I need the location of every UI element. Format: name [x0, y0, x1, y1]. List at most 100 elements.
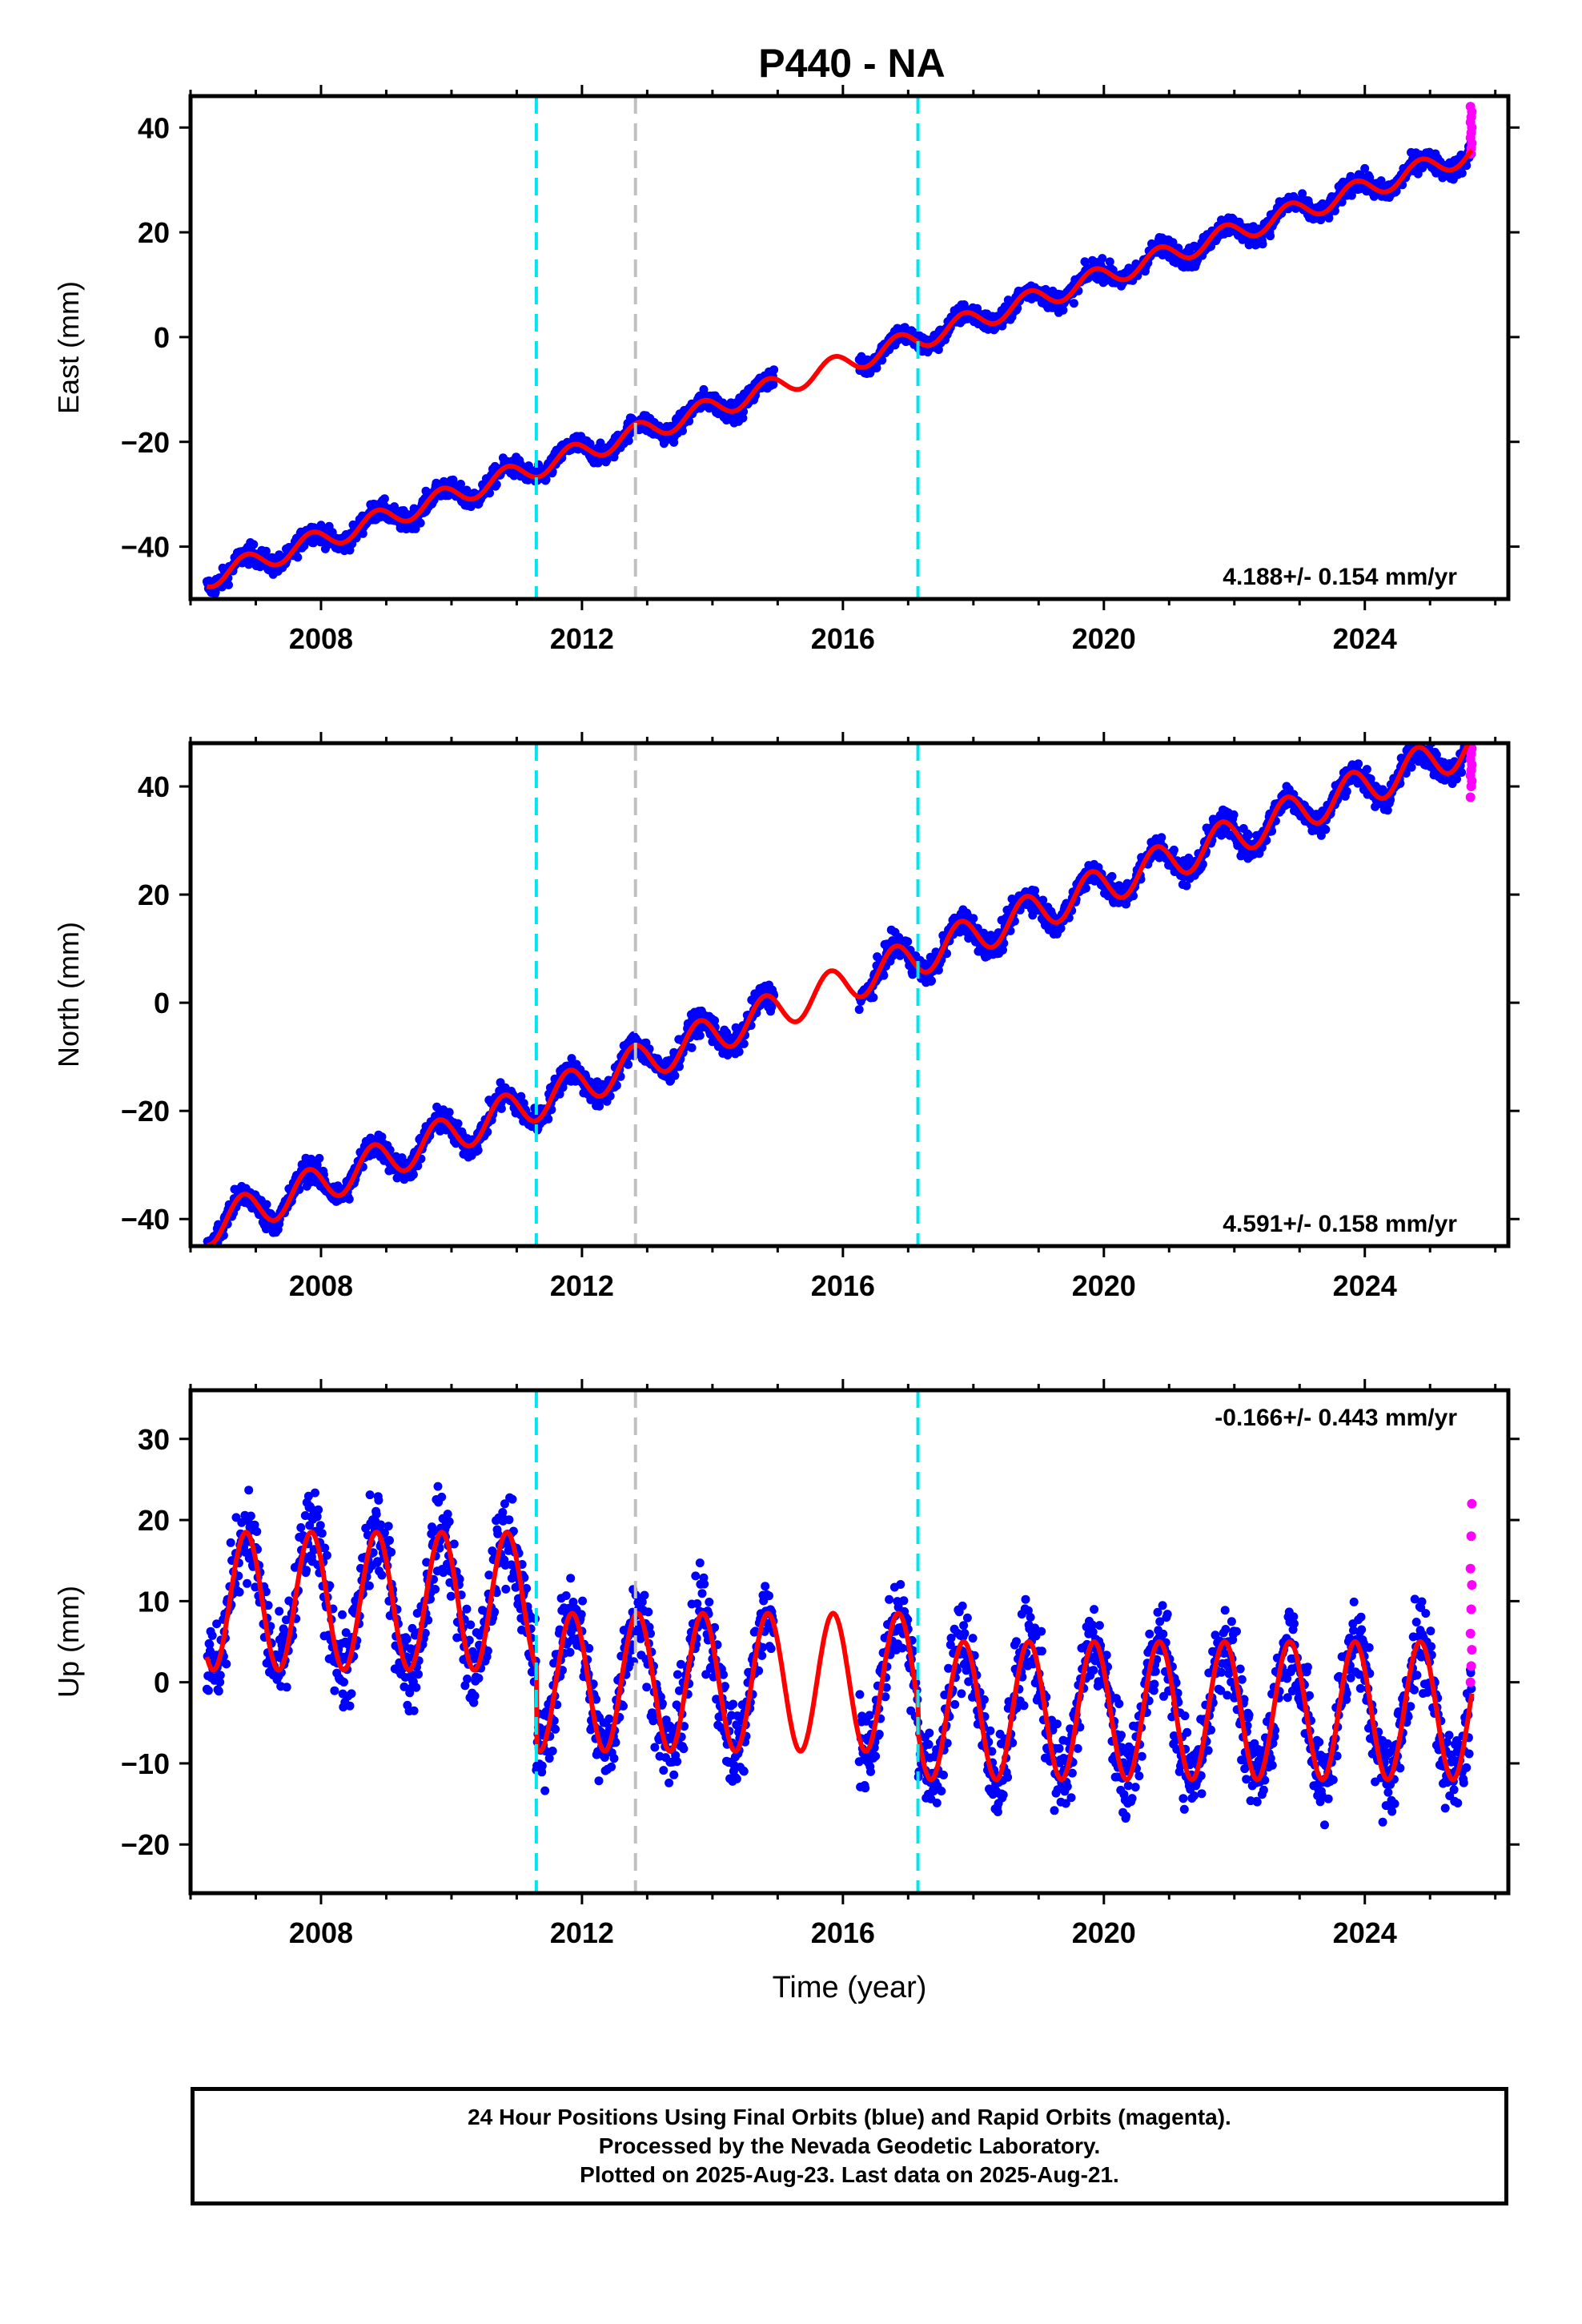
- up-data-layer: [202, 1482, 1477, 1830]
- north-final-orbit-point: [1354, 759, 1363, 769]
- up-final-orbit-point: [364, 1581, 374, 1590]
- east-final-orbit-point: [1266, 231, 1275, 241]
- up-final-orbit-point: [412, 1683, 421, 1692]
- north-final-orbit-point: [1229, 810, 1239, 819]
- up-final-orbit-point: [466, 1620, 476, 1630]
- up-final-orbit-point: [374, 1495, 383, 1505]
- up-final-orbit-point: [203, 1686, 213, 1695]
- north-final-orbit-point: [262, 1200, 271, 1209]
- north-final-orbit-point: [927, 976, 936, 986]
- east-y-tick-label: −40: [121, 531, 170, 564]
- north-y-tick-label: −40: [121, 1203, 170, 1236]
- up-final-orbit-point: [207, 1630, 217, 1640]
- up-final-orbit-point: [409, 1706, 419, 1715]
- east-y-tick-label: 20: [138, 216, 170, 249]
- east-final-orbit-point: [872, 364, 881, 372]
- east-y-tick-label: −20: [121, 426, 170, 459]
- north-final-orbit-point: [1362, 765, 1371, 774]
- north-final-orbit-point: [203, 1248, 212, 1256]
- up-final-orbit-point: [414, 1670, 423, 1679]
- up-final-orbit-point: [347, 1689, 356, 1699]
- north-y-tick-label: 0: [154, 987, 170, 1019]
- east-final-orbit-point: [456, 480, 465, 489]
- up-final-orbit-point: [376, 1520, 386, 1530]
- east-final-orbit-point: [211, 588, 220, 597]
- up-final-orbit-point: [214, 1687, 223, 1696]
- up-final-orbit-point: [446, 1591, 456, 1601]
- up-final-orbit-point: [377, 1570, 387, 1580]
- north-final-orbit-point: [204, 1249, 213, 1258]
- east-final-orbit-point: [224, 580, 233, 589]
- up-final-orbit-point: [431, 1585, 440, 1594]
- up-final-orbit-point: [215, 1671, 225, 1680]
- up-final-orbit-point: [243, 1578, 252, 1588]
- east-final-orbit-point: [1258, 239, 1267, 249]
- east-final-orbit-point: [769, 365, 779, 375]
- up-final-orbit-point: [463, 1675, 472, 1683]
- north-x-tick-label: 2020: [1072, 1269, 1136, 1302]
- up-final-orbit-point: [275, 1606, 284, 1616]
- north-data-layer: [203, 743, 1477, 1258]
- east-final-orbit-point: [448, 475, 458, 485]
- up-final-orbit-point: [315, 1521, 325, 1530]
- north-x-tick-label: 2016: [811, 1269, 875, 1302]
- east-final-orbit-point: [596, 438, 605, 448]
- east-final-orbit-point: [1058, 305, 1068, 315]
- east-x-tick-label: 2020: [1072, 622, 1136, 655]
- east-final-orbit-point: [1105, 257, 1114, 267]
- east-final-orbit-point: [249, 540, 259, 549]
- up-final-orbit-point: [317, 1529, 327, 1538]
- north-final-orbit-point: [453, 1119, 463, 1128]
- up-final-orbit-point: [330, 1686, 339, 1695]
- up-final-orbit-point: [282, 1683, 291, 1692]
- east-final-orbit-point: [678, 426, 687, 436]
- north-final-orbit-point: [344, 1194, 354, 1204]
- east-x-tick-label: 2024: [1333, 622, 1397, 655]
- up-final-orbit-point: [246, 1511, 255, 1521]
- up-final-orbit-point: [252, 1527, 262, 1536]
- east-final-orbit-point: [585, 439, 595, 448]
- north-final-orbit-point: [1342, 786, 1351, 796]
- east-final-orbit-point: [293, 553, 303, 562]
- up-final-orbit-point: [226, 1538, 235, 1547]
- north-final-orbit-point: [854, 1005, 864, 1015]
- north-y-axis-label: North (mm): [52, 922, 85, 1068]
- east-rate-label: 4.188+/- 0.154 mm/yr: [1223, 564, 1457, 590]
- up-final-orbit-point: [371, 1510, 381, 1519]
- east-final-orbit-point: [769, 380, 778, 389]
- north-final-orbit-point: [473, 1145, 483, 1155]
- east-final-orbit-point: [1457, 168, 1467, 178]
- north-final-orbit-point: [408, 1170, 418, 1180]
- up-final-orbit-point: [244, 1486, 254, 1495]
- east-model-line: [206, 148, 1474, 589]
- up-final-orbit-point: [402, 1634, 412, 1644]
- up-final-orbit-point: [296, 1523, 306, 1532]
- east-final-orbit-point: [1347, 191, 1356, 200]
- north-final-orbit-point: [1157, 833, 1166, 842]
- up-final-orbit-point: [365, 1490, 375, 1500]
- up-final-orbit-point: [339, 1678, 348, 1687]
- north-final-orbit-point: [869, 993, 878, 1003]
- north-final-orbit-point: [1457, 768, 1467, 777]
- gps-timeseries-chart: P440 - NA 2008 2012 2016 2020 2024−40−200204…: [52, 41, 1520, 2004]
- east-final-orbit-point: [934, 345, 943, 355]
- north-rapid-orbit-point: [1465, 792, 1476, 802]
- east-y-tick-label: 0: [154, 321, 170, 354]
- east-final-orbit-point: [1376, 176, 1386, 186]
- east-final-orbit-point: [1098, 254, 1107, 263]
- east-final-orbit-point: [485, 489, 494, 498]
- east-final-orbit-point: [416, 518, 425, 528]
- up-final-orbit-point: [462, 1604, 472, 1614]
- north-y-tick-label: −20: [121, 1095, 170, 1128]
- north-final-orbit-point: [1243, 830, 1253, 840]
- north-final-orbit-point: [903, 937, 913, 947]
- north-final-orbit-point: [670, 1071, 680, 1080]
- east-final-orbit-point: [1360, 163, 1370, 173]
- north-final-orbit-point: [1321, 825, 1331, 834]
- east-final-orbit-point: [261, 546, 271, 556]
- north-final-orbit-point: [969, 914, 978, 923]
- up-final-orbit-point: [385, 1536, 394, 1545]
- east-x-tick-label: 2016: [811, 622, 875, 655]
- east-rapid-orbit-point: [1465, 102, 1476, 112]
